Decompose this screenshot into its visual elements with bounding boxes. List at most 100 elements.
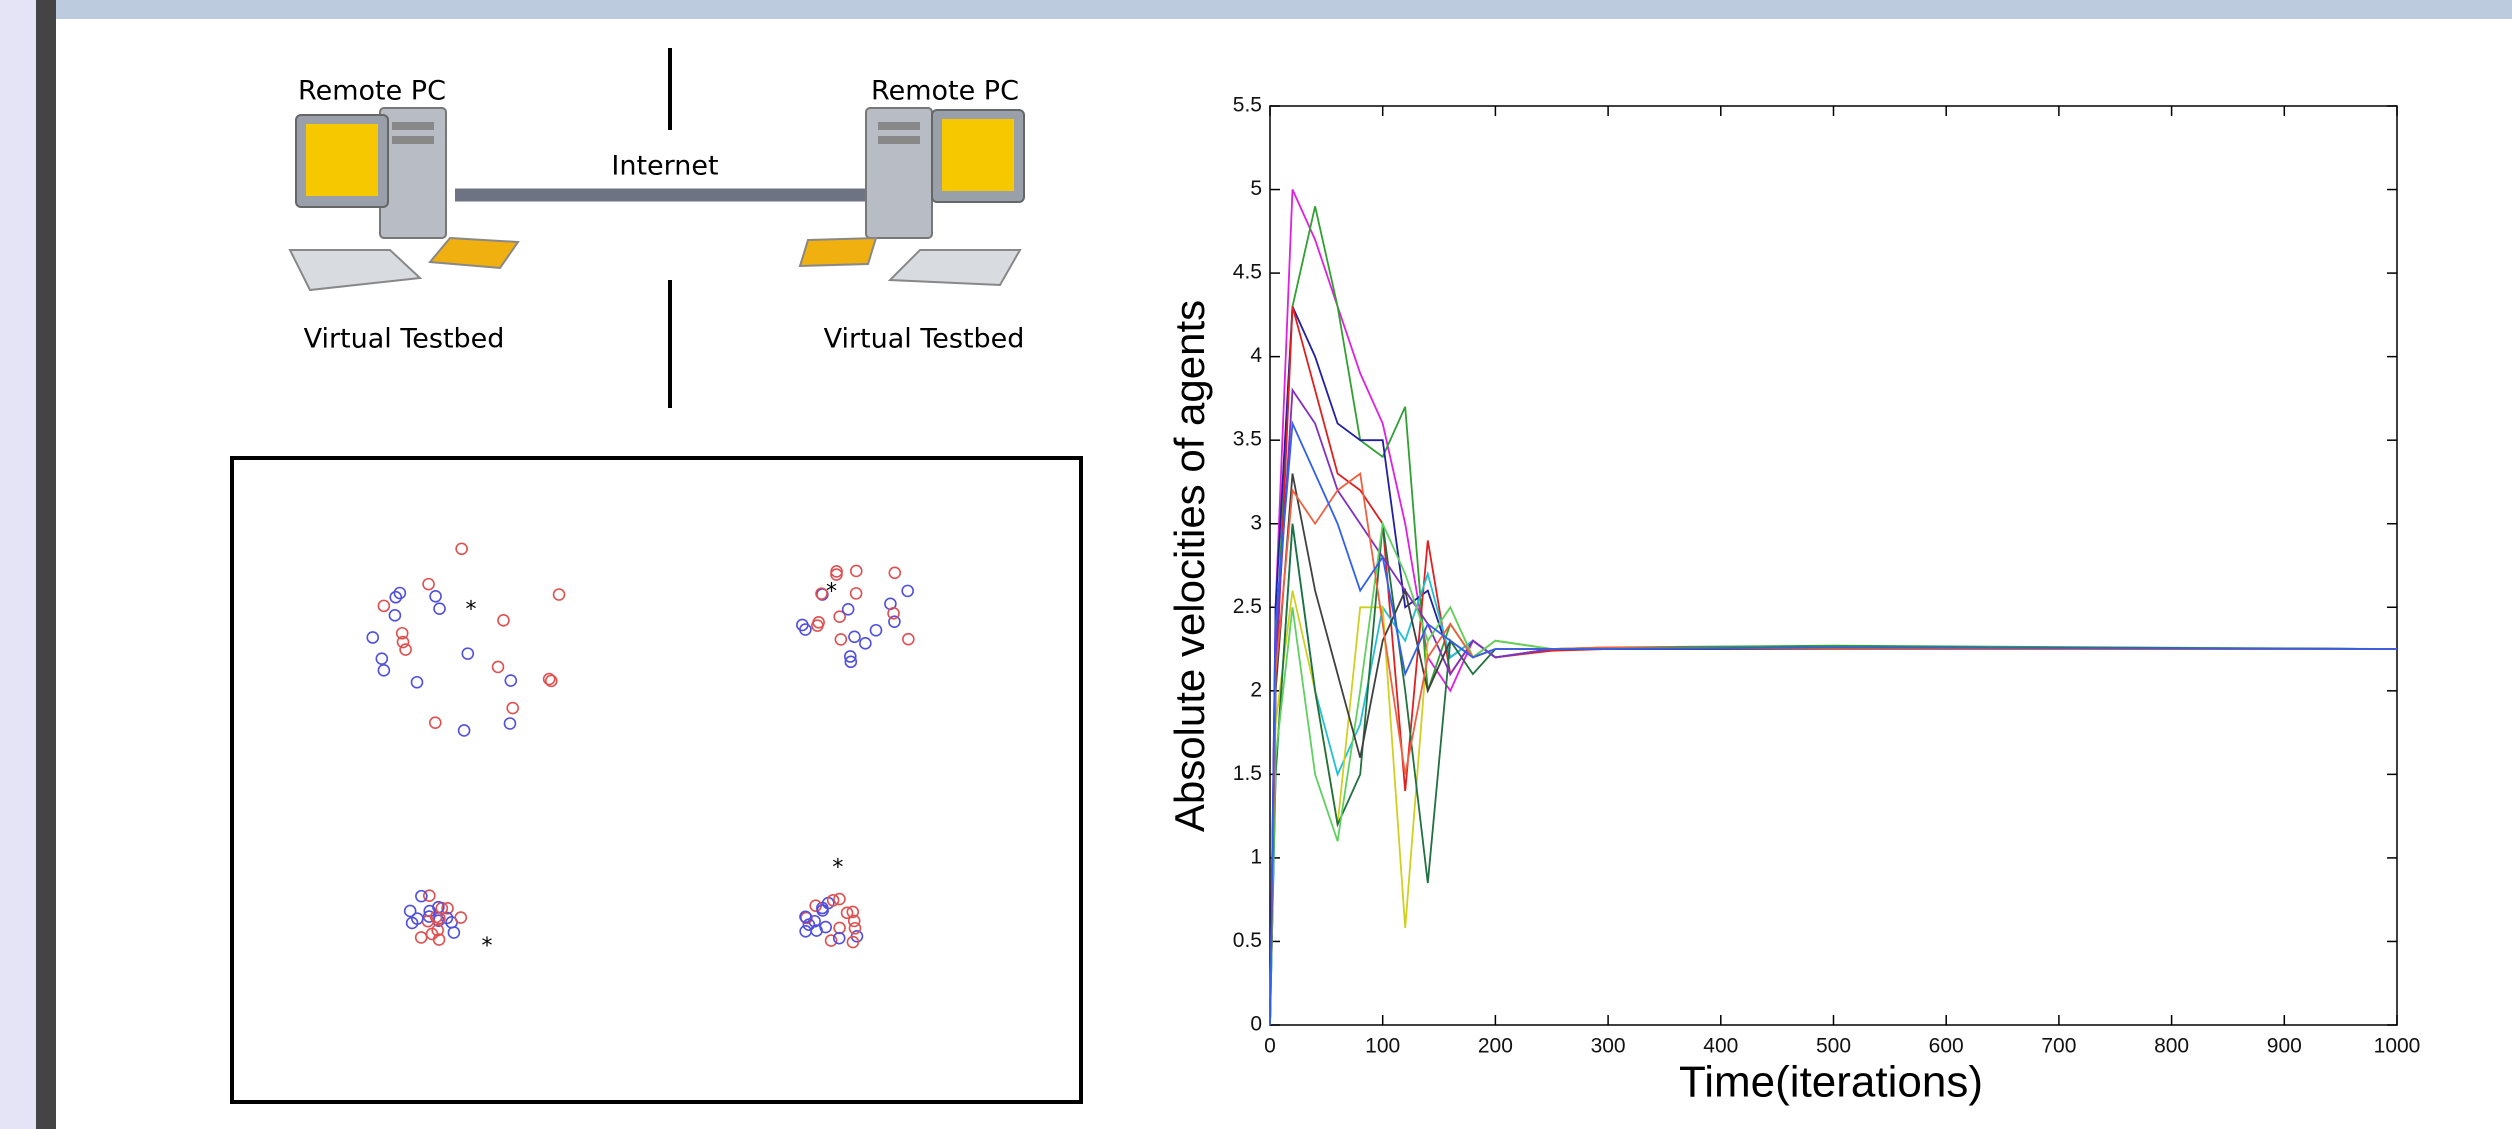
agent xyxy=(888,566,902,580)
agent xyxy=(888,615,901,628)
x-tick-label: 400 xyxy=(1703,1035,1738,1058)
x-tick-label: 900 xyxy=(2267,1035,2302,1058)
agent xyxy=(366,631,380,644)
agent xyxy=(399,643,412,656)
y-tick-label: 1 xyxy=(1250,845,1262,868)
pc-label: Remote PC xyxy=(298,76,446,107)
x-tick-label: 1000 xyxy=(2374,1035,2421,1058)
y-tick-label: 4.5 xyxy=(1233,261,1262,284)
x-tick-label: 700 xyxy=(2041,1035,2076,1058)
y-tick-label: 3 xyxy=(1250,511,1262,534)
agent xyxy=(552,588,566,601)
agent xyxy=(799,910,812,924)
line-chart: Time(iterations) Absolute velocities of … xyxy=(1166,94,2420,1107)
agent xyxy=(848,630,861,644)
pc-label: Remote PC xyxy=(871,76,1019,107)
agent xyxy=(454,911,468,924)
agent xyxy=(844,655,858,669)
agent xyxy=(393,586,407,600)
agent xyxy=(410,675,424,689)
testbed-label: Virtual Testbed xyxy=(304,324,505,355)
agent xyxy=(824,934,838,947)
y-tick-label: 0 xyxy=(1250,1013,1262,1036)
target-marker: * xyxy=(832,855,843,880)
agent xyxy=(846,905,860,919)
agent xyxy=(843,650,857,663)
simulation-agents: * * * * xyxy=(366,542,915,959)
agent xyxy=(544,674,558,688)
agent xyxy=(902,632,915,646)
x-tick-label: 200 xyxy=(1478,1035,1513,1058)
agent xyxy=(431,923,444,937)
agent xyxy=(433,602,446,616)
agent xyxy=(846,935,860,949)
agent xyxy=(441,902,454,915)
agent xyxy=(800,911,813,925)
x-axis-label: Time(iterations) xyxy=(1679,1058,1983,1107)
agent xyxy=(840,906,854,920)
agent xyxy=(375,652,389,665)
agent xyxy=(377,664,391,677)
agent xyxy=(815,587,828,600)
y-tick-label: 1.5 xyxy=(1233,762,1262,785)
y-tick-label: 5.5 xyxy=(1233,94,1262,117)
top-band xyxy=(56,0,2512,19)
agent xyxy=(816,904,829,917)
side-band xyxy=(0,0,36,1129)
target-marker: * xyxy=(826,580,837,605)
agent xyxy=(455,542,468,556)
testbed-label: Virtual Testbed xyxy=(824,324,1025,355)
agent xyxy=(826,893,840,907)
agent xyxy=(388,609,402,622)
x-tick-label: 800 xyxy=(2154,1035,2189,1058)
agent xyxy=(887,607,900,620)
x-tick-label: 600 xyxy=(1929,1035,1964,1058)
agent xyxy=(403,904,417,918)
agent xyxy=(395,626,409,640)
agent xyxy=(415,889,428,903)
y-tick-label: 4 xyxy=(1250,344,1262,367)
agent xyxy=(799,924,812,938)
agent xyxy=(457,724,471,737)
agent xyxy=(504,674,518,687)
agent xyxy=(802,918,816,931)
x-tick-label: 100 xyxy=(1365,1035,1400,1058)
series-line xyxy=(1269,419,2398,1026)
computer-right xyxy=(798,107,1025,287)
agent xyxy=(389,590,403,604)
agent xyxy=(832,931,846,945)
x-tick-label: 500 xyxy=(1816,1035,1851,1058)
agent xyxy=(830,565,843,578)
network-diagram: Remote PC Remote PC Internet Virtual Tes… xyxy=(288,48,1025,408)
y-axis-label: Absolute velocities of agents xyxy=(1166,300,1213,832)
agent xyxy=(377,599,391,613)
y-tick-label: 2.5 xyxy=(1233,595,1262,618)
agent xyxy=(423,889,436,903)
computer-left xyxy=(288,107,520,292)
agent xyxy=(506,701,520,715)
agent xyxy=(796,618,809,632)
agent xyxy=(429,589,442,603)
agent xyxy=(901,584,914,598)
link-label: Internet xyxy=(611,151,718,182)
agent xyxy=(542,672,556,686)
target-marker: * xyxy=(465,597,476,622)
agent xyxy=(396,635,410,649)
agent xyxy=(422,577,435,591)
agent xyxy=(849,587,863,600)
agent xyxy=(848,921,862,935)
agent xyxy=(834,633,848,646)
agent xyxy=(833,892,846,906)
target-marker: * xyxy=(482,934,493,959)
agent xyxy=(503,717,517,730)
agent xyxy=(497,614,510,627)
agent xyxy=(461,647,475,660)
agent xyxy=(414,931,428,944)
side-bar xyxy=(36,0,56,1129)
agent xyxy=(847,914,861,928)
agent xyxy=(849,564,863,578)
agent xyxy=(841,602,855,616)
x-tick-label: 300 xyxy=(1591,1035,1626,1058)
agent xyxy=(833,610,846,623)
